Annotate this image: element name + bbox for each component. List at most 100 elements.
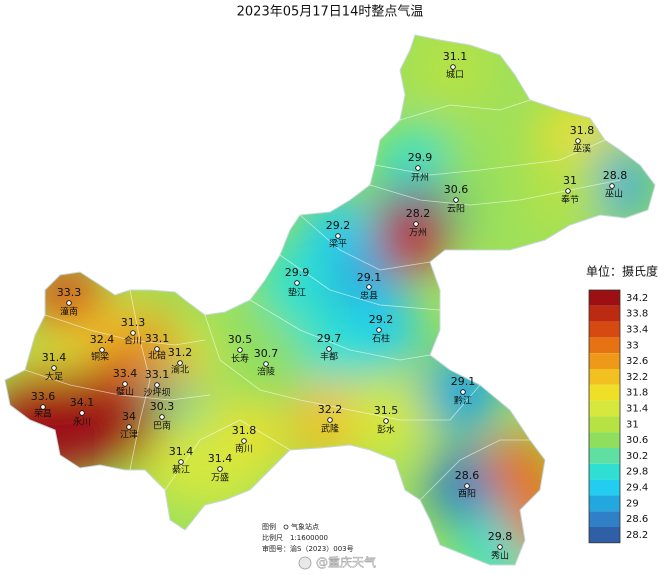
station-name: 巴南	[153, 420, 171, 432]
station-value: 33.4	[113, 367, 138, 380]
station-dot	[453, 197, 459, 203]
station-value: 32.2	[318, 403, 343, 416]
station-dot	[335, 233, 341, 239]
station-value: 31.2	[168, 346, 193, 359]
station-dot	[609, 183, 615, 189]
watermark-icon	[298, 556, 312, 570]
station-name: 奉节	[561, 194, 579, 206]
legend-label: 31.8	[626, 388, 648, 399]
station-dot	[575, 138, 581, 144]
station-value: 28.6	[455, 469, 480, 482]
station-name: 沙坪坝	[143, 388, 170, 399]
station-dot	[126, 424, 132, 430]
station-value: 34	[122, 410, 136, 423]
legend-label: 31.4	[626, 404, 648, 415]
legend-swatch	[589, 384, 620, 401]
station-value: 30.6	[444, 183, 469, 196]
map-title: 2023年05月17日14时整点气温	[237, 4, 424, 20]
footnote-dot	[283, 524, 289, 530]
field-blobs	[5, 35, 652, 565]
station-name: 南川	[235, 443, 253, 455]
station-dot	[450, 64, 456, 70]
station-name: 长寿	[231, 353, 249, 365]
station-name: 涪陵	[257, 366, 275, 378]
station-dot	[241, 438, 247, 444]
field-shade	[375, 205, 445, 275]
station-value: 29.9	[408, 151, 433, 164]
station-name: 石柱	[372, 333, 390, 345]
station-value: 28.2	[406, 207, 431, 220]
district-boundaries	[24, 99, 621, 501]
station-dot	[383, 418, 389, 424]
legend-label: 33.4	[626, 325, 648, 336]
legend: 34.2 33.8 33.4 33 32.6 32.2 31.8 31.4 31 30.6 30.2…	[588, 289, 648, 544]
station-name: 云阳	[447, 204, 465, 215]
legend-swatch	[589, 400, 620, 417]
station-value: 29.1	[451, 375, 476, 388]
legend-frame	[588, 289, 621, 544]
station-name: 开州	[411, 173, 429, 184]
legend-swatch	[589, 527, 620, 543]
station-name: 璧山	[116, 386, 134, 398]
footnote: 图例 气象站点 比例尺 1:1600000 审图号： 渝S（2023）003号	[262, 522, 354, 553]
station-value: 31	[563, 174, 577, 187]
legend-swatch	[589, 321, 620, 338]
station-dot	[159, 414, 165, 420]
station-dot	[177, 360, 183, 366]
legend-swatch	[589, 511, 620, 527]
legend-swatch	[589, 353, 620, 369]
station-value: 29.1	[357, 271, 382, 284]
station-dot	[263, 361, 269, 367]
station-name: 合川	[124, 335, 142, 347]
station-value: 30.3	[150, 400, 175, 413]
station-dot	[294, 280, 300, 286]
station-name: 永川	[73, 416, 91, 428]
legend-swatch	[589, 416, 620, 433]
station-dot	[565, 188, 571, 194]
station-value: 29.2	[369, 313, 394, 326]
station-name: 忠县	[360, 291, 378, 302]
station-dot	[497, 544, 503, 550]
legend-label: 30.6	[626, 435, 648, 446]
station-name: 潼南	[60, 306, 78, 318]
station-name: 城口	[446, 70, 464, 81]
station-dot	[130, 330, 136, 336]
station-name: 丰都	[320, 351, 338, 363]
station-dot	[464, 483, 470, 489]
station-value: 33.1	[145, 332, 170, 345]
legend-unit: 单位：摄氏度	[586, 264, 658, 279]
station-name: 秀山	[491, 550, 509, 562]
station-value: 31.8	[232, 424, 257, 437]
legend-label: 29.4	[626, 483, 648, 494]
station-dot	[154, 346, 160, 352]
legend-swatch	[589, 495, 620, 512]
station-name: 垫江	[288, 287, 306, 299]
field-shade	[505, 485, 575, 555]
station-name: 巫溪	[573, 143, 591, 155]
station-name: 梁平	[329, 238, 347, 250]
station-dot	[40, 404, 46, 410]
map-outline	[4, 34, 656, 566]
footnote-scale-value: 1:1600000	[290, 534, 328, 542]
station-value: 29.9	[285, 266, 310, 279]
station-value: 30.7	[254, 347, 279, 360]
station-dot	[413, 221, 419, 227]
legend-label: 28.6	[626, 514, 648, 525]
legend-label: 32.2	[626, 372, 648, 383]
station-dot	[154, 382, 160, 388]
legend-swatch	[589, 448, 620, 464]
station-value: 28.8	[603, 169, 628, 182]
station-value: 33.6	[31, 390, 56, 403]
footnote-review-label: 审图号：	[262, 544, 290, 553]
station-name: 渝北	[171, 364, 189, 376]
station-dot	[79, 410, 85, 416]
station-name: 万州	[409, 228, 427, 239]
station-dot	[178, 459, 184, 465]
legend-label: 33.8	[626, 309, 648, 320]
station-value: 29.2	[326, 219, 351, 232]
station-value: 31.1	[443, 50, 468, 63]
station-dot	[376, 327, 382, 333]
station-dot	[460, 389, 466, 395]
